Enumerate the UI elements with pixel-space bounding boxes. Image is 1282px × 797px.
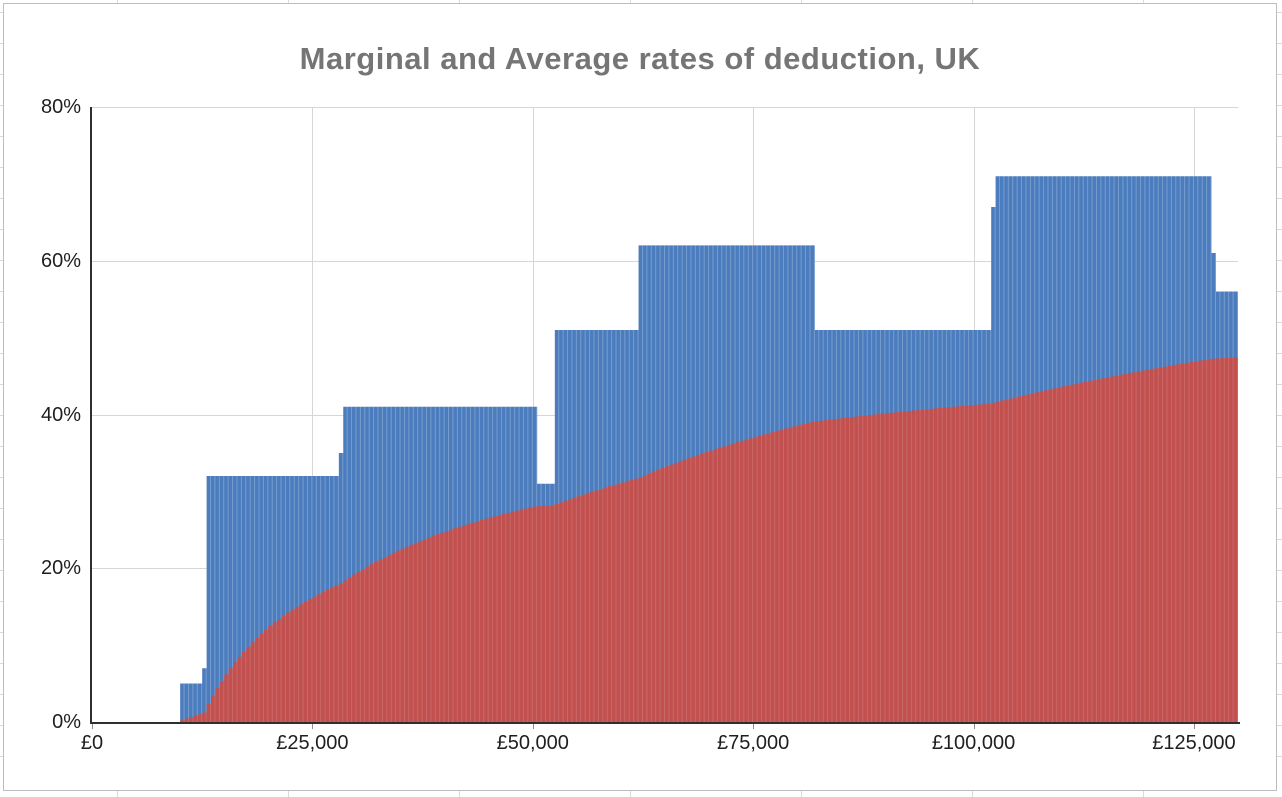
x-axis-line [90,722,1240,724]
chart-card[interactable]: Marginal and Average rates of deduction,… [3,3,1277,791]
y-axis-label-80%: 80% [40,96,81,118]
average-rate-series-stripes [92,357,1238,722]
x-axis-label-£50,000: £50,000 [496,732,569,754]
y-axis-line [90,107,92,724]
x-axis-label-£100,000: £100,000 [931,732,1016,754]
y-axis-label-40%: 40% [40,403,81,426]
x-axis-tick-3 [753,724,754,729]
x-axis-label-£25,000: £25,000 [276,732,349,754]
x-axis-label-£0: £0 [80,732,104,754]
plot-area[interactable] [92,107,1238,722]
plot-svg [92,107,1238,722]
x-axis-tick-2 [533,724,534,729]
chart-title: Marginal and Average rates of deduction,… [299,41,981,76]
x-axis-label-£125,000: £125,000 [1152,732,1236,754]
x-axis-tick-1 [312,724,313,729]
y-axis-label-0%: 0% [52,711,81,733]
y-axis-label-20%: 20% [40,557,81,580]
x-axis-tick-5 [1194,724,1195,729]
y-axis-label-60%: 60% [40,249,81,272]
x-axis-tick-4 [974,724,975,729]
x-axis-label-£75,000: £75,000 [716,732,790,754]
x-axis-tick-0 [92,724,93,729]
